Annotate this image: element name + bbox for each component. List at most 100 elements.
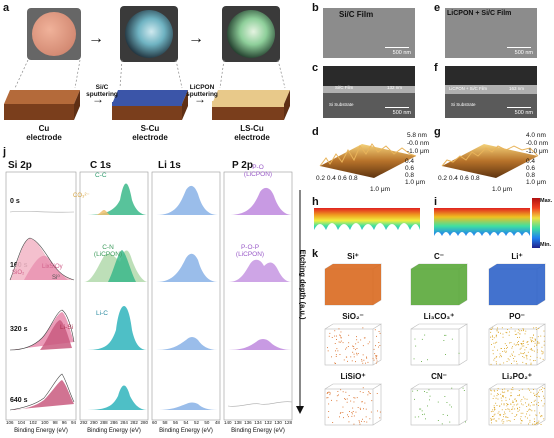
tick-label: 1.0 μm xyxy=(405,179,426,186)
annot-lixsioy: LixSiOy xyxy=(42,264,63,270)
tick-label: 130 xyxy=(274,420,282,425)
sem-c-thickness: 132 nm xyxy=(387,85,403,90)
sem-c-substrate: Si Substrate xyxy=(329,102,354,107)
electrode-slabs xyxy=(4,90,290,120)
tick-label: 0.8 xyxy=(470,175,480,182)
tick-label: 280 xyxy=(140,420,148,425)
xaxis-ticks-li: 60 58 56 54 52 50 48 xyxy=(152,420,220,425)
tick-label: 58 xyxy=(162,420,168,425)
afm-g-zmax: 4.0 nm xyxy=(526,132,546,139)
tick-label: 0.8 xyxy=(348,175,358,182)
tof-cube xyxy=(410,383,469,427)
arrow-right-icon: → xyxy=(188,30,204,47)
tof-ion-label: PO⁻ xyxy=(509,312,525,321)
tof-cube xyxy=(488,383,547,427)
sem-f-substrate: Si Substrate xyxy=(451,102,476,107)
sem-c-film-label: Si/C Film xyxy=(335,85,354,90)
xps-header-c1s: C 1s xyxy=(90,160,112,171)
xaxis-label-p: Binding Energy (eV) xyxy=(231,428,285,434)
sem-b-title: Si/C Film xyxy=(339,10,374,19)
tick-label: 104 xyxy=(17,420,26,425)
arrow-right-icon: → xyxy=(92,92,104,106)
panel-label-d: d xyxy=(312,126,319,138)
tick-label: 0.4 xyxy=(526,158,536,165)
electrode-label-cu: Cu electrode xyxy=(26,124,62,142)
tick-label: 100 xyxy=(40,420,49,425)
tick-label: 134 xyxy=(254,420,262,425)
tick-label: 290 xyxy=(90,420,98,425)
sem-image-b: Si/C Film 500 nm xyxy=(323,8,415,58)
xaxis-ticks-p: 140 138 136 134 132 130 128 xyxy=(224,420,292,425)
annot-c-n: C-N (LiCPON) xyxy=(93,244,123,258)
tick-label: 60 xyxy=(152,420,158,425)
tick-label: 54 xyxy=(183,420,189,425)
field-map-h xyxy=(314,208,420,244)
tick-label: 286 xyxy=(110,420,118,425)
annot-si0: Si⁰ xyxy=(52,275,60,281)
annot-c-c: C-C xyxy=(95,172,107,179)
afm-g-xaxis: 0.2 0.4 0.6 0.8 xyxy=(438,175,480,182)
afm-d-zmax: 5.8 nm xyxy=(407,132,427,139)
leader-lines xyxy=(14,60,286,89)
xps-header-li1s: Li 1s xyxy=(158,160,181,171)
afm-d-yaxis: 0.4 0.6 0.8 1.0 μm xyxy=(405,158,425,186)
tick-label: 98 xyxy=(52,420,58,425)
arrow-right-icon: → xyxy=(88,30,104,47)
tick-label: 0.2 xyxy=(438,175,448,182)
panel-label-k: k xyxy=(312,248,319,260)
s-cu-photo xyxy=(120,6,178,62)
xps-header-si2p: Si 2p xyxy=(8,160,32,171)
afm-surface-g xyxy=(441,144,539,178)
etching-arrow-icon xyxy=(296,190,304,414)
tick-label: 0.2 xyxy=(316,175,326,182)
ls-cu-photo xyxy=(222,6,280,62)
scale-label: 500 nm xyxy=(514,50,533,56)
time-label-640: 640 s xyxy=(10,397,28,404)
tick-label: 128 xyxy=(284,420,292,425)
tick-label: 0.8 xyxy=(405,172,415,179)
scale-label: 500 nm xyxy=(514,110,533,116)
tof-ion-label: Li⁺ xyxy=(511,252,523,261)
tick-label: 140 xyxy=(224,420,232,425)
tof-cube xyxy=(488,323,547,367)
tick-label: 56 xyxy=(172,420,178,425)
afm-d-zscale: 5.8 nm -0.0 nm -1.0 μm xyxy=(407,132,429,156)
tick-label: 288 xyxy=(100,420,108,425)
annot-co3: CO₃²⁻ xyxy=(73,193,90,199)
tick-label: 292 xyxy=(80,420,88,425)
electrode-label-s-cu: S-Cu electrode xyxy=(132,124,168,142)
afm-g-zscale: 4.0 nm -0.0 nm -1.0 μm xyxy=(526,132,548,156)
tick-label: 0.6 xyxy=(337,175,347,182)
tick-label: 138 xyxy=(234,420,242,425)
afm-g-ztop: -1.0 μm xyxy=(526,148,549,155)
afm-g-yaxis: 0.4 0.6 0.8 1.0 μm xyxy=(526,158,546,186)
tick-label: 284 xyxy=(120,420,128,425)
colorbar xyxy=(532,198,540,248)
afm-d-ztop: -1.0 μm xyxy=(407,148,430,155)
time-label-0: 0 s xyxy=(10,198,20,205)
annot-li-c: Li-C xyxy=(96,310,108,317)
scale-label: 500 nm xyxy=(392,50,411,56)
afm-d-zzero: -0.0 nm xyxy=(407,140,430,147)
field-map-i xyxy=(434,208,530,244)
tick-label: 0.4 xyxy=(405,158,415,165)
panel-label-b: b xyxy=(312,2,319,14)
xaxis-label-li: Binding Energy (eV) xyxy=(159,428,213,434)
arrow-right-icon: → xyxy=(194,92,206,106)
annot-sio2: SiO₂ xyxy=(12,270,25,276)
sem-image-e: LiCPON + Si/C Film 500 nm xyxy=(445,8,537,58)
panel-label-f: f xyxy=(434,62,438,74)
tick-label: 94 xyxy=(70,420,76,425)
panel-label-j: j xyxy=(3,146,7,158)
tick-label: 0.8 xyxy=(526,172,536,179)
tick-label: 136 xyxy=(244,420,252,425)
panel-label-i: i xyxy=(434,196,438,208)
tof-cube xyxy=(324,383,383,427)
xaxis-label-si: Binding Energy (eV) xyxy=(14,428,68,434)
time-label-320: 320 s xyxy=(10,326,28,333)
xps-header-p2p: P 2p xyxy=(232,160,253,171)
tick-label: 0.6 xyxy=(405,165,415,172)
sem-e-title: LiCPON + Si/C Film xyxy=(447,10,512,17)
sem-image-c: Si/C Film 132 nm Si Substrate 500 nm xyxy=(323,66,415,118)
tick-label: 0.6 xyxy=(526,165,536,172)
